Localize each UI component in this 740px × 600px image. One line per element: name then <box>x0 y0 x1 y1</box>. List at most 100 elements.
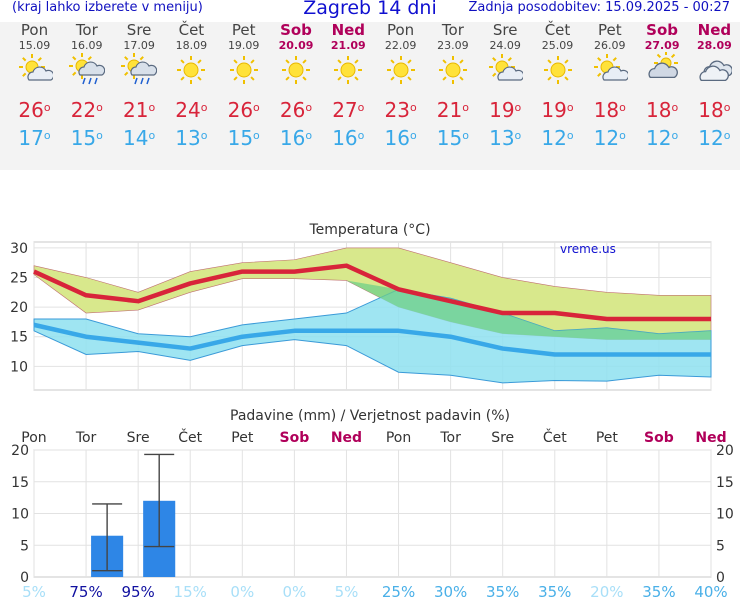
min-temp: 14o <box>123 126 156 150</box>
day-name: Sob <box>646 21 679 39</box>
precip-x-label: Pet <box>231 430 254 446</box>
max-temp: 21o <box>436 98 469 122</box>
day-date: 22.09 <box>384 39 417 52</box>
location-hint[interactable]: (kraj lahko izberete v meniju) <box>12 0 203 15</box>
min-temp-range-band <box>33 288 712 384</box>
day-date: 27.09 <box>644 39 680 52</box>
min-temp: 12o <box>646 126 679 150</box>
sun-rain-icon <box>61 52 113 96</box>
day-name: Čet <box>178 21 205 39</box>
precip-y-tick-left: 15 <box>11 475 29 491</box>
watermark: vreme.us <box>560 242 616 256</box>
precipitation-title: Padavine (mm) / Verjetnost padavin (%) <box>230 408 510 424</box>
sun-icon <box>322 52 374 96</box>
min-temp: 12o <box>593 126 626 150</box>
day-column: Čet 25.09 19o 12o <box>532 22 584 152</box>
day-name: Pon <box>20 21 49 39</box>
day-column: Sob 20.09 26o 16o <box>270 22 322 152</box>
precip-x-label: Tor <box>75 430 97 446</box>
day-date: 19.09 <box>227 39 260 52</box>
day-column: Pet 26.09 18o 12o <box>584 22 636 152</box>
partly-sunny-icon <box>479 52 531 96</box>
min-temp: 16o <box>332 126 365 150</box>
day-date: 15.09 <box>18 39 51 52</box>
min-temp: 12o <box>541 126 574 150</box>
day-name: Ned <box>331 21 366 39</box>
precip-x-label: Sob <box>644 430 674 446</box>
precip-x-label: Sre <box>491 430 514 446</box>
day-date: 25.09 <box>541 39 574 52</box>
day-name: Sre <box>126 21 152 39</box>
sun-icon <box>427 52 479 96</box>
cloudy-icon <box>636 52 688 96</box>
max-temp: 27o <box>332 98 365 122</box>
sun-rain-icon <box>113 52 165 96</box>
day-column: Sob 27.09 18o 12o <box>636 22 688 152</box>
day-column: Tor 23.09 21o 15o <box>427 22 479 152</box>
day-column: Tor 16.09 22o 15o <box>61 22 113 152</box>
max-temp: 26o <box>227 98 260 122</box>
precip-y-tick-left: 0 <box>20 570 29 586</box>
header: (kraj lahko izberete v meniju) Zagreb 14… <box>0 0 740 22</box>
max-temp: 18o <box>593 98 626 122</box>
cloud-icon <box>688 52 740 96</box>
day-name: Ned <box>697 21 732 39</box>
precip-probability: 40% <box>694 583 727 600</box>
min-temp: 16o <box>384 126 417 150</box>
day-column: Ned 28.09 18o 12o <box>688 22 740 152</box>
precip-y-tick-right: 0 <box>716 570 725 586</box>
precip-x-label: Sre <box>127 430 150 446</box>
temperature-chart: 10 15 20 25 30 Temperatura (°C) vreme.us <box>10 222 712 391</box>
day-date: 26.09 <box>594 39 626 52</box>
min-temp: 15o <box>70 126 103 150</box>
day-column: Pet 19.09 26o 15o <box>218 22 270 152</box>
precip-y-tick-left: 10 <box>11 507 29 523</box>
precip-y-tick-right: 10 <box>716 507 734 523</box>
max-temp: 26o <box>18 98 51 122</box>
max-temp: 21o <box>123 98 156 122</box>
temp-y-tick: 25 <box>10 271 28 287</box>
precip-probability: 0% <box>282 583 306 600</box>
precip-x-label: Pet <box>596 430 619 446</box>
precip-x-label: Čet <box>178 428 202 446</box>
day-name: Sre <box>492 21 518 39</box>
precip-probability: 95% <box>121 583 154 600</box>
max-temp: 19o <box>489 98 522 122</box>
max-temp: 22o <box>70 98 103 122</box>
precip-y-tick-left: 5 <box>20 538 29 554</box>
sun-icon <box>375 52 427 96</box>
precip-x-label: Čet <box>543 428 567 446</box>
precip-x-label: Tor <box>439 430 461 446</box>
precip-probability: 5% <box>335 583 359 600</box>
day-name: Tor <box>441 21 464 39</box>
temp-y-tick: 10 <box>10 359 28 375</box>
day-date: 17.09 <box>123 39 155 52</box>
precip-x-label: Pon <box>386 430 411 446</box>
min-temp: 13o <box>489 126 522 150</box>
max-temp-line <box>33 263 711 322</box>
min-temp: 17o <box>18 126 51 150</box>
precip-y-tick-right: 20 <box>716 443 734 459</box>
day-date: 20.09 <box>278 39 314 52</box>
min-temp: 15o <box>227 126 260 150</box>
sun-icon <box>218 52 270 96</box>
max-temp: 19o <box>541 98 574 122</box>
day-name: Pon <box>386 21 415 39</box>
min-temp-line <box>33 322 711 357</box>
day-date: 16.09 <box>71 39 103 52</box>
min-temp: 15o <box>436 126 469 150</box>
precip-probability: 75% <box>69 583 102 600</box>
day-column: Sre 17.09 21o 14o <box>113 22 165 152</box>
precip-probability: 30% <box>434 583 467 600</box>
min-temp: 12o <box>698 126 731 150</box>
partly-sunny-icon <box>584 52 636 96</box>
precip-probability: 25% <box>382 583 415 600</box>
last-update: Zadnja posodobitev: 15.09.2025 - 00:27 <box>468 0 730 15</box>
min-temp: 16o <box>279 126 313 150</box>
day-date: 18.09 <box>175 39 208 52</box>
day-name: Čet <box>544 21 571 39</box>
precip-x-label: Pon <box>21 430 46 446</box>
precip-y-tick-left: 20 <box>11 443 29 459</box>
precipitation-chart: Padavine (mm) / Verjetnost padavin (%) Po… <box>11 408 734 600</box>
precip-y-tick-right: 5 <box>716 538 725 554</box>
